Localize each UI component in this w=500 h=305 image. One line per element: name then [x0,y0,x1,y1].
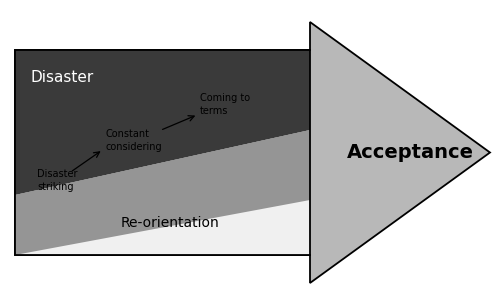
Polygon shape [15,130,310,255]
Text: Disaster
striking: Disaster striking [37,169,78,192]
Text: Coming to
terms: Coming to terms [200,93,250,116]
Polygon shape [15,22,490,283]
Polygon shape [15,50,310,195]
Text: Re-orientation: Re-orientation [120,216,220,230]
Polygon shape [15,200,310,255]
Text: Constant
considering: Constant considering [105,129,162,152]
Text: Acceptance: Acceptance [346,143,474,162]
Polygon shape [15,130,310,255]
Text: Disaster: Disaster [30,70,93,85]
